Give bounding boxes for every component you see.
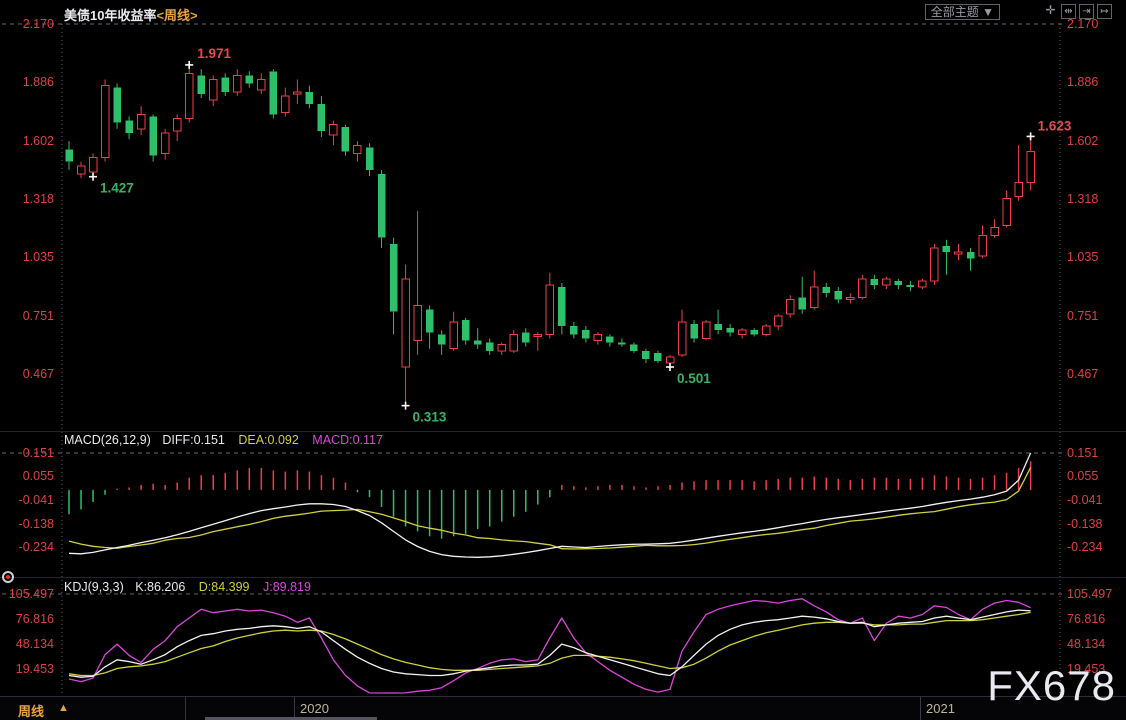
axis-tick-label: 0.055 xyxy=(22,469,54,484)
axis-tick-label: 2.170 xyxy=(1067,17,1099,31)
axis-tick-label: 19.453 xyxy=(1067,662,1106,676)
axis-tick-label: 1.035 xyxy=(1067,250,1099,265)
pane-separator xyxy=(0,431,1126,432)
macd-diff-value: DIFF:0.151 xyxy=(162,433,225,447)
timeframe-selector[interactable]: 周线 ▲ xyxy=(0,697,186,720)
axis-tick-label: 1.035 xyxy=(22,250,54,265)
axis-tick-label: 1.602 xyxy=(1067,133,1099,148)
axis-tick-label: -0.234 xyxy=(18,540,54,554)
axis-tick-label: 0.151 xyxy=(1067,446,1099,460)
axis-tick-label: 0.055 xyxy=(1067,469,1099,484)
time-axis-bar: 周线 ▲ 2020 2021 xyxy=(0,696,1126,720)
macd-header: MACD(26,12,9) DIFF:0.151 DEA:0.092 MACD:… xyxy=(64,433,383,447)
axis-tick-label: 48.134 xyxy=(15,637,54,651)
axis-tick-label: 1.602 xyxy=(22,133,54,148)
crosshair-icon[interactable]: ✛ xyxy=(1045,3,1056,17)
chart-title-row: 美债10年收益率<周线> xyxy=(64,5,198,24)
fit-horizontal-icon[interactable]: ⇹ xyxy=(1061,4,1076,19)
axis-tick-label: 105.497 xyxy=(8,587,54,601)
instrument-title: 美债10年收益率 xyxy=(64,8,157,23)
kdj-d-value: D:84.399 xyxy=(198,580,250,594)
year-label-2021: 2021 xyxy=(926,701,955,716)
extreme-value-annotation: 1.427 xyxy=(100,181,134,196)
fx678-watermark: FX678 xyxy=(987,662,1116,709)
macd-formula: MACD(26,12,9) xyxy=(64,433,151,447)
axis-tick-label: 105.497 xyxy=(1067,587,1113,601)
axis-tick-label: 1.318 xyxy=(1067,192,1099,207)
price-axis-left: 2.170 1.886 1.602 1.318 1.035 0.751 0.467 0.151… xyxy=(0,0,58,694)
timeframe-up-arrow-icon: ▲ xyxy=(58,702,69,714)
timeframe-subtitle: <周线> xyxy=(156,8,198,23)
axis-tick-label: -0.041 xyxy=(1067,492,1103,507)
chart-toolbar: ✛ ⇹ ⇥ ↦ xyxy=(1043,4,1112,19)
pane-collapse-toggle[interactable] xyxy=(2,571,14,583)
pane-separator xyxy=(0,577,1126,578)
axis-tick-label: 76.816 xyxy=(1067,611,1106,626)
axis-tick-label: 0.151 xyxy=(22,446,54,460)
axis-tick-label: 1.886 xyxy=(1067,75,1099,90)
scale-right-icon[interactable]: ⇥ xyxy=(1079,4,1094,19)
year-tick xyxy=(294,697,295,720)
visible-range-scrollbar[interactable] xyxy=(205,717,377,720)
kdj-header: KDJ(9,3,3) K:86.206 D:84.399 J:89.819 xyxy=(64,580,311,594)
extreme-value-annotation: 1.623 xyxy=(1038,118,1072,133)
timeframe-label: 周线 xyxy=(18,704,45,719)
extreme-value-annotation: 1.971 xyxy=(197,46,231,61)
axis-tick-label: 0.751 xyxy=(22,308,54,323)
year-tick xyxy=(920,697,921,720)
axis-tick-label: 1.886 xyxy=(22,75,54,90)
kdj-formula: KDJ(9,3,3) xyxy=(64,580,124,594)
year-label-2020: 2020 xyxy=(300,701,329,716)
macd-dea-value: DEA:0.092 xyxy=(238,433,299,447)
kdj-k-value: K:86.206 xyxy=(135,580,186,594)
axis-tick-label: 0.467 xyxy=(22,367,54,381)
axis-tick-label: -0.138 xyxy=(1067,516,1103,531)
axis-tick-label: -0.041 xyxy=(18,492,54,507)
axis-tick-label: 2.170 xyxy=(22,17,54,31)
axis-tick-label: -0.138 xyxy=(18,516,54,531)
axis-tick-label: 0.467 xyxy=(1067,367,1099,381)
shift-right-icon[interactable]: ↦ xyxy=(1097,4,1112,19)
price-axis-right: 2.170 1.886 1.602 1.318 1.035 0.751 0.467 0.151… xyxy=(1062,0,1124,694)
axis-tick-label: 48.134 xyxy=(1067,637,1106,651)
axis-tick-label: -0.234 xyxy=(1067,540,1103,554)
axis-tick-label: 0.751 xyxy=(1067,308,1099,323)
macd-macd-value: MACD:0.117 xyxy=(312,433,383,447)
axis-tick-label: 76.816 xyxy=(15,611,54,626)
kdj-j-value: J:89.819 xyxy=(262,580,311,594)
extreme-value-annotation: 0.313 xyxy=(413,410,447,425)
axis-tick-label: 1.318 xyxy=(22,192,54,207)
all-themes-dropdown[interactable]: 全部主题 ▼ xyxy=(924,4,1000,20)
extreme-value-annotation: 0.501 xyxy=(677,371,711,386)
axis-tick-label: 19.453 xyxy=(15,662,54,676)
